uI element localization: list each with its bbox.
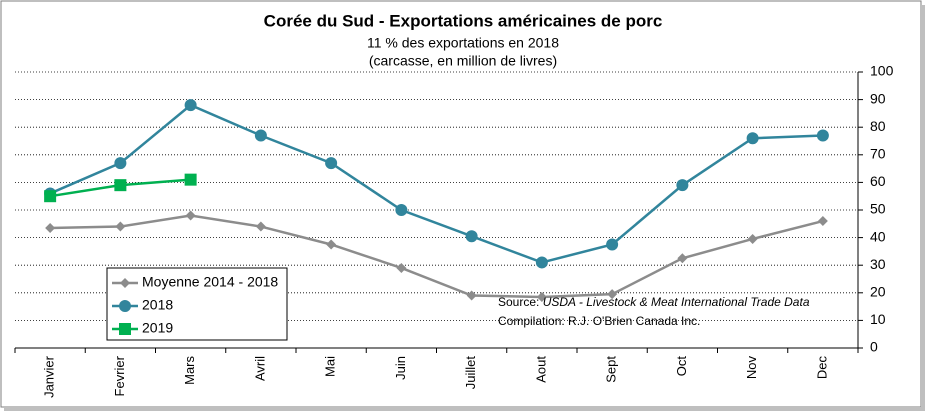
shadow — [921, 5, 925, 411]
source-text: USDA - Livestock & Meat International Tr… — [543, 295, 810, 309]
x-tick-label: Juin — [393, 356, 408, 380]
marker — [817, 216, 828, 227]
y-tick-label: 90 — [870, 90, 886, 106]
subtitle: 11 % des exportations en 2018 — [367, 35, 559, 51]
x-tick-label: Mai — [323, 356, 338, 377]
marker — [254, 129, 267, 142]
y-tick-label: 0 — [870, 339, 878, 355]
y-tick-label: 100 — [870, 63, 894, 79]
marker — [114, 157, 127, 170]
marker — [185, 210, 196, 221]
marker — [465, 230, 478, 243]
source-label: Source: — [498, 295, 539, 309]
y-tick-label: 70 — [870, 146, 886, 162]
x-tick-label: Nov — [744, 356, 759, 380]
chart-title: Corée du Sud - Exportations américaines … — [264, 11, 663, 30]
marker — [396, 262, 407, 273]
marker — [119, 323, 131, 335]
y-tick-label: 60 — [870, 173, 886, 189]
marker — [120, 278, 130, 288]
marker — [325, 157, 338, 170]
marker — [119, 300, 131, 312]
subtitle: (carcasse, en million de livres) — [369, 53, 557, 69]
marker — [746, 132, 759, 145]
shadow — [4, 407, 924, 411]
marker — [114, 179, 127, 192]
marker — [677, 253, 688, 264]
marker — [184, 173, 197, 186]
y-tick-label: 50 — [870, 201, 886, 217]
compilation: Compilation: R.J. O'Brien Canada Inc. — [498, 314, 700, 328]
marker — [45, 222, 56, 233]
legend: Moyenne 2014 - 2018 2018 2019 — [106, 267, 288, 341]
x-tick-label: Mars — [182, 356, 197, 385]
x-tick-label: Sept — [604, 356, 619, 383]
x-tick-label: Avril — [252, 356, 267, 381]
x-tick-label: Oct — [674, 356, 689, 377]
marker — [395, 204, 408, 216]
marker — [326, 239, 337, 250]
x-tick-label: Dec — [814, 356, 829, 380]
marker — [466, 290, 477, 301]
plot: 0 10 20 30 40 50 60 70 80 90 100 Janvier Fevrier Mars… — [14, 63, 894, 398]
marker — [535, 256, 548, 269]
marker — [607, 289, 618, 300]
x-tick-label: Juillet — [463, 356, 478, 390]
x-tick-label: Aout — [533, 356, 548, 383]
marker — [184, 99, 197, 112]
marker — [44, 190, 57, 203]
marker — [536, 291, 547, 302]
y-tick-label: 20 — [870, 284, 886, 300]
y-tick-label: 10 — [870, 311, 886, 327]
x-tick-label: Janvier — [42, 355, 57, 398]
series-line — [49, 103, 823, 264]
legend-label: 2019 — [142, 320, 173, 336]
marker — [676, 179, 689, 192]
marker — [115, 221, 126, 232]
legend-label: Moyenne 2014 - 2018 — [142, 274, 278, 290]
y-tick-label: 40 — [870, 228, 886, 244]
marker — [255, 221, 266, 232]
y-tick-label: 30 — [870, 256, 886, 272]
source: Source: USDA - Livestock & Meat Internat… — [498, 295, 810, 309]
y-tick-label: 80 — [870, 118, 886, 134]
x-tick-label: Fevrier — [112, 355, 127, 396]
legend-label: 2018 — [142, 297, 173, 313]
series-line — [50, 214, 824, 299]
marker — [606, 238, 619, 251]
marker — [816, 129, 829, 142]
marker — [747, 233, 758, 244]
